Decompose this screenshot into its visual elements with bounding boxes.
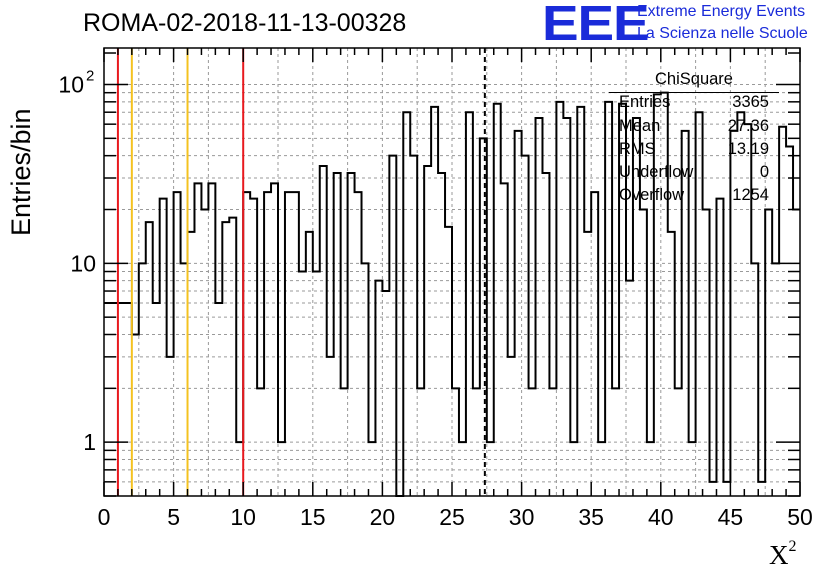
chart-title: ROMA-02-2018-11-13-00328 xyxy=(83,9,407,37)
eee-logo: EEE xyxy=(542,0,650,51)
stats-value: 3365 xyxy=(732,93,769,111)
histogram-outline xyxy=(104,91,800,497)
x-tick-label: 5 xyxy=(167,504,180,530)
stats-divider xyxy=(609,92,779,93)
stats-title: ChiSquare xyxy=(655,70,733,88)
y-tick-label: 1 xyxy=(83,429,96,455)
logo-line-1: Extreme Energy Events xyxy=(637,3,806,20)
x-tick-label: 25 xyxy=(439,504,465,530)
x-tick-label: 50 xyxy=(787,504,813,530)
stats-value: 0 xyxy=(759,163,769,181)
stats-value: 27.36 xyxy=(727,117,769,135)
x-axis-label: X2 xyxy=(769,538,797,571)
stats-row-overflow: Overflow 1254 xyxy=(619,186,769,208)
stats-row-underflow: Underflow 0 xyxy=(619,163,769,185)
y-axis-label: Entries/bin xyxy=(6,108,36,236)
stats-key: Underflow xyxy=(619,163,694,181)
y-tick-label: 10 xyxy=(58,72,84,98)
stats-box: ChiSquare Entries 3365 Mean 27.36 RMS 13… xyxy=(609,70,779,210)
stats-key: RMS xyxy=(619,140,656,158)
logo-line-2: La Scienza nelle Scuole xyxy=(637,25,808,42)
x-tick-label: 45 xyxy=(718,504,744,530)
x-tick-label: 40 xyxy=(648,504,674,530)
x-tick-label: 30 xyxy=(509,504,535,530)
reference-lines xyxy=(116,48,486,496)
x-tick-label: 20 xyxy=(370,504,396,530)
x-tick-label: 15 xyxy=(300,504,326,530)
stats-value: 1254 xyxy=(732,186,769,204)
stats-value: 13.19 xyxy=(727,140,769,158)
x-axis-label-exponent: 2 xyxy=(788,538,797,555)
y-tick-label: 10 xyxy=(70,250,96,276)
x-tick-label: 10 xyxy=(230,504,256,530)
stats-row-mean: Mean 27.36 xyxy=(619,117,769,139)
stats-key: Mean xyxy=(619,117,661,135)
x-tick-label: 35 xyxy=(578,504,604,530)
stats-row-entries: Entries 3365 xyxy=(619,93,769,115)
stats-key: Entries xyxy=(619,93,671,111)
x-axis-label-base: X xyxy=(769,540,789,570)
stats-row-rms: RMS 13.19 xyxy=(619,140,769,162)
stats-key: Overflow xyxy=(619,186,685,204)
x-tick-label: 0 xyxy=(98,504,111,530)
y-tick-label-exponent: 2 xyxy=(86,68,94,85)
